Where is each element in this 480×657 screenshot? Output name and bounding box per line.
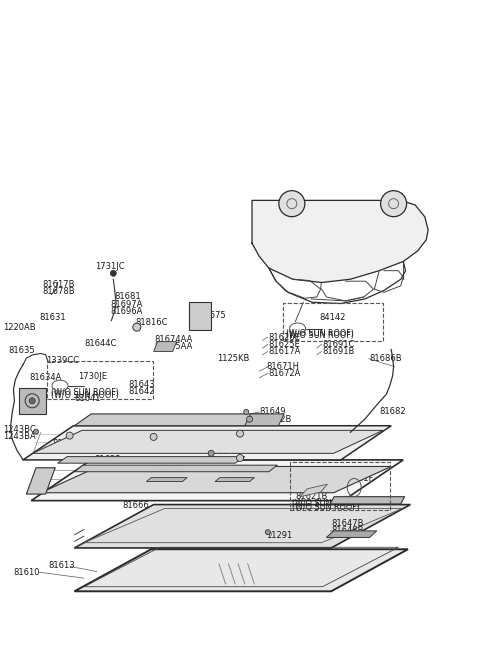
Text: 81620A: 81620A [53,439,85,448]
Text: 81641: 81641 [74,394,101,403]
Polygon shape [74,465,277,472]
Text: 81696A: 81696A [110,307,143,316]
Text: 1243BC: 1243BC [3,425,36,434]
Text: 81666: 81666 [122,501,149,510]
Text: 81610: 81610 [13,568,40,577]
Polygon shape [215,478,254,482]
Text: 81626E: 81626E [269,332,300,342]
Text: 1339CC: 1339CC [47,356,80,365]
Circle shape [133,323,141,331]
Text: 81617B: 81617B [42,280,75,289]
Bar [189,302,211,330]
Text: (W/O SUN ROOF): (W/O SUN ROOF) [286,331,354,340]
Text: 81691C: 81691C [323,340,355,349]
Text: 81686B: 81686B [370,354,402,363]
Text: 84142: 84142 [319,313,346,323]
Polygon shape [23,426,391,460]
Text: 81649: 81649 [260,407,286,417]
Text: (W/O SUN ROOF): (W/O SUN ROOF) [51,388,119,397]
Text: 81675AA: 81675AA [155,342,193,351]
Text: (W/O SUN ROOF): (W/O SUN ROOF) [292,503,360,512]
Text: 81655B: 81655B [151,472,183,482]
Text: 81671H: 81671H [266,362,300,371]
Text: 81623: 81623 [95,455,121,464]
Text: 1220AB: 1220AB [3,323,36,332]
Circle shape [244,409,249,415]
Text: 81648B: 81648B [331,526,364,535]
Text: 1731JC: 1731JC [95,262,125,271]
Polygon shape [19,388,46,414]
Text: 81631: 81631 [39,313,66,322]
Polygon shape [74,505,410,548]
Circle shape [265,530,270,535]
Polygon shape [146,478,187,482]
Text: 81672A: 81672A [269,369,301,378]
Text: 81621B: 81621B [296,492,328,501]
Text: 84185: 84185 [302,482,329,491]
Text: 81691B: 81691B [323,347,355,356]
Polygon shape [33,430,383,453]
Text: 81622B: 81622B [260,415,292,424]
Text: (W/O SUN ROOF): (W/O SUN ROOF) [292,499,360,508]
Text: 81697A: 81697A [110,300,143,309]
Circle shape [110,270,116,277]
Text: 81681: 81681 [114,292,141,302]
Text: (W/O SUN ROOF): (W/O SUN ROOF) [51,391,119,400]
Circle shape [208,450,214,457]
Text: 81642: 81642 [128,387,155,396]
Text: 11291: 11291 [266,531,293,540]
Text: 81678B: 81678B [42,287,75,296]
Text: 81661: 81661 [235,472,262,482]
Polygon shape [326,531,377,537]
Text: 81647B: 81647B [331,519,364,528]
Polygon shape [74,414,262,426]
Text: 1125KB: 1125KB [217,353,250,363]
Text: 81634A: 81634A [29,373,61,382]
Text: (W/O SUN ROOF): (W/O SUN ROOF) [286,329,354,338]
Text: 81613: 81613 [48,560,74,570]
Text: 1220AA: 1220AA [207,447,240,456]
Text: 81682: 81682 [379,407,406,416]
Circle shape [66,432,73,439]
Polygon shape [252,200,428,283]
Polygon shape [41,466,391,493]
Text: 96220: 96220 [289,271,316,280]
Circle shape [247,416,252,422]
Text: 81656C: 81656C [151,465,184,474]
Text: 81816C: 81816C [135,318,168,327]
Text: 81644C: 81644C [84,339,116,348]
Polygon shape [330,497,405,504]
Text: 81662: 81662 [235,465,262,474]
Polygon shape [58,457,245,463]
Polygon shape [245,414,284,426]
Circle shape [279,191,305,217]
Polygon shape [74,549,408,591]
Text: 81643: 81643 [128,380,155,389]
Circle shape [34,429,38,434]
Text: 81674AA: 81674AA [155,335,193,344]
Circle shape [150,434,157,440]
Text: 1243BA: 1243BA [3,432,36,442]
Polygon shape [26,468,55,494]
Circle shape [381,191,407,217]
Text: 84231F: 84231F [342,474,373,484]
Circle shape [237,455,243,461]
Polygon shape [300,484,327,497]
Text: 81617A: 81617A [269,347,301,356]
Polygon shape [154,342,177,351]
Circle shape [29,397,35,404]
Text: 81675: 81675 [199,311,226,320]
Text: 81635: 81635 [8,346,35,355]
Circle shape [237,430,243,437]
Text: 81625E: 81625E [269,340,300,349]
Polygon shape [31,460,403,501]
Text: 1730JE: 1730JE [78,372,107,381]
